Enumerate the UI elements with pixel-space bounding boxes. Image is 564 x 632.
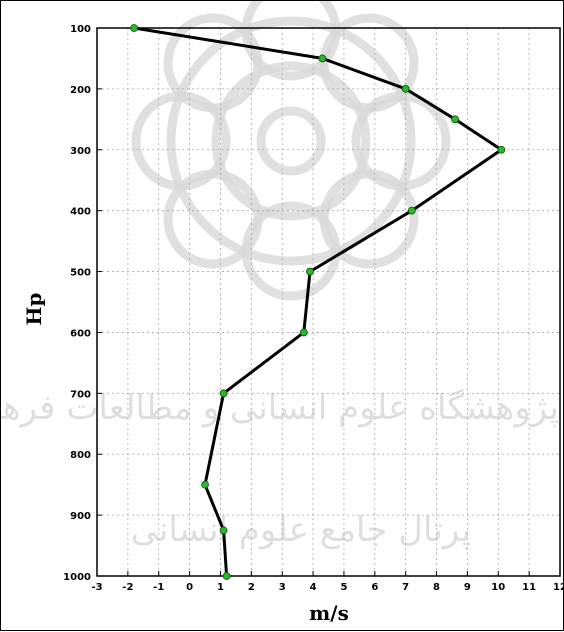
x-tick-label: -2 bbox=[122, 582, 133, 593]
y-tick-label: 1000 bbox=[63, 572, 91, 583]
x-axis-ticks: -3 -2 -1 0 1 2 3 4 5 6 7 8 9 10 11 12 bbox=[91, 571, 564, 593]
y-tick-label: 500 bbox=[70, 268, 91, 279]
x-tick-label: 1 bbox=[217, 582, 224, 593]
data-point bbox=[219, 389, 228, 398]
x-axis-title: m/s bbox=[309, 601, 349, 625]
x-tick-label: 10 bbox=[491, 582, 505, 593]
x-tick-label: 0 bbox=[186, 582, 193, 593]
data-point bbox=[318, 54, 327, 63]
y-axis-ticks: 100 200 300 400 500 600 700 800 900 1000 bbox=[63, 24, 102, 583]
x-tick-label: 6 bbox=[371, 582, 378, 593]
y-tick-label: 100 bbox=[70, 24, 91, 35]
data-point bbox=[407, 206, 416, 215]
data-point bbox=[497, 145, 506, 154]
x-tick-label: 7 bbox=[402, 582, 409, 593]
watermark-text-2: پرتال جامع علوم انسانی bbox=[131, 510, 471, 550]
y-tick-label: 700 bbox=[70, 389, 91, 400]
y-tick-label: 800 bbox=[70, 450, 91, 461]
series-points bbox=[130, 24, 506, 580]
x-tick-label: 12 bbox=[553, 582, 564, 593]
x-tick-label: 8 bbox=[433, 582, 440, 593]
plot-area-border bbox=[96, 27, 561, 577]
y-tick-label: 900 bbox=[70, 511, 91, 522]
x-tick-label: 11 bbox=[522, 582, 536, 593]
data-point bbox=[401, 84, 410, 93]
y-tick-label: 300 bbox=[70, 146, 91, 157]
grid bbox=[97, 28, 560, 576]
data-point bbox=[130, 24, 138, 32]
watermark-text-1: پژوهشگاه علوم انسانی و مطالعات فرهنگی bbox=[1, 388, 559, 428]
y-tick-label: 400 bbox=[70, 207, 91, 218]
data-point bbox=[451, 115, 459, 124]
y-tick-label: 600 bbox=[70, 328, 91, 339]
data-point bbox=[306, 267, 314, 276]
data-point bbox=[222, 572, 231, 580]
x-tick-label: -1 bbox=[153, 582, 164, 593]
data-point bbox=[299, 328, 308, 337]
x-tick-label: 3 bbox=[279, 582, 286, 593]
watermark-logo: پژوهشگاه علوم انسانی و مطالعات فرهنگی پر… bbox=[1, 1, 559, 550]
y-tick-label: 200 bbox=[70, 85, 91, 96]
x-tick-label: 9 bbox=[464, 582, 471, 593]
x-tick-label: 4 bbox=[310, 582, 317, 593]
x-tick-label: -3 bbox=[91, 582, 102, 593]
data-point bbox=[219, 526, 228, 535]
x-tick-label: 2 bbox=[248, 582, 255, 593]
x-tick-label: 5 bbox=[340, 582, 347, 593]
series-line bbox=[133, 26, 503, 577]
y-axis-title: Hp bbox=[22, 293, 46, 326]
data-point bbox=[201, 480, 209, 489]
